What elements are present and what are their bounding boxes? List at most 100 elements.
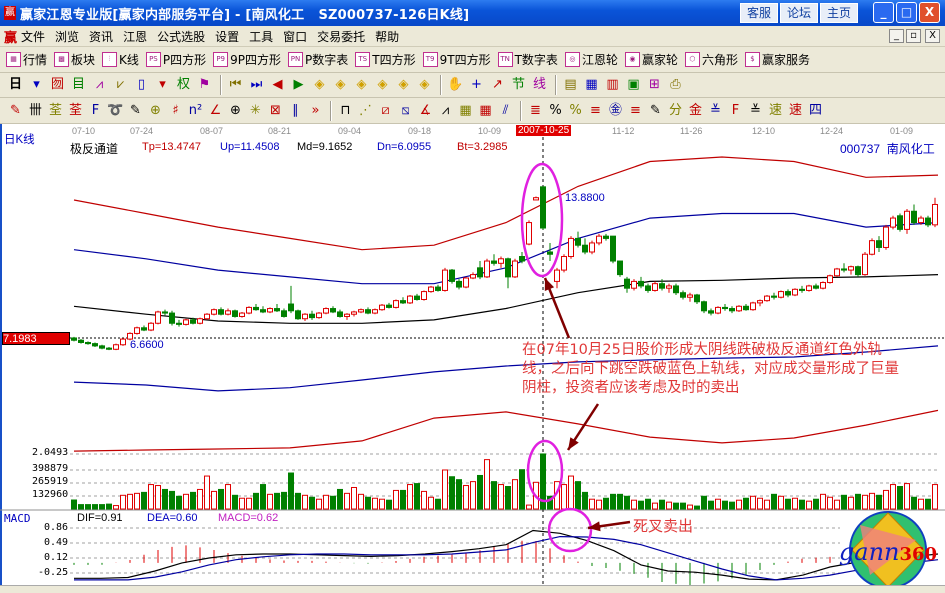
- percent-icon[interactable]: %: [569, 102, 582, 118]
- toolbar-button-gann-wheel[interactable]: ◎ 江恩轮: [564, 51, 618, 68]
- diamond-updown-icon[interactable]: ◈: [419, 77, 430, 92]
- hand-icon[interactable]: ✋: [447, 77, 464, 92]
- minimize-button[interactable]: _: [873, 2, 894, 23]
- diamond-left-icon[interactable]: ◈: [314, 77, 325, 92]
- last-icon[interactable]: ⏭: [250, 77, 263, 92]
- grid2-icon[interactable]: ▦: [479, 102, 492, 118]
- save-icon[interactable]: ▣: [627, 77, 640, 92]
- multi-kline2-icon[interactable]: ⩗: [116, 77, 125, 92]
- mdi-minimize-button[interactable]: _: [889, 29, 904, 43]
- f-angle-icon[interactable]: F: [731, 102, 740, 118]
- first-icon[interactable]: ⏮: [229, 77, 242, 92]
- toolbar-button-winner-wheel[interactable]: ◉ 赢家轮: [624, 51, 678, 68]
- gold-split2-icon[interactable]: 荃: [68, 102, 82, 118]
- ruler-icon[interactable]: ≣: [530, 102, 541, 118]
- gann-box2-icon[interactable]: ⧅: [401, 102, 410, 118]
- toolbar-button-p9[interactable]: P9 9P四方形: [213, 51, 281, 68]
- gold-circle-icon[interactable]: ㊎: [608, 102, 622, 118]
- zigzag-icon[interactable]: ⩘: [441, 102, 450, 118]
- menu-item[interactable]: 窗口: [283, 29, 308, 44]
- print-icon[interactable]: ⎙: [670, 77, 681, 92]
- mdi-restore-button[interactable]: ▫: [906, 29, 921, 43]
- list-icon[interactable]: 目: [71, 77, 85, 92]
- notes-icon[interactable]: ▥: [606, 77, 619, 92]
- right-icon[interactable]: ▶: [293, 77, 304, 92]
- hash-icon[interactable]: ♯: [172, 102, 179, 118]
- speed-icon[interactable]: 速: [768, 102, 782, 118]
- section-icon[interactable]: 节: [511, 77, 525, 92]
- gold-lines-icon[interactable]: ≡: [630, 102, 641, 118]
- angle2-icon[interactable]: ≚: [710, 102, 721, 118]
- period-dropdown-icon[interactable]: ▾: [33, 77, 40, 92]
- toolbar-button-ts[interactable]: TS T四方形: [355, 51, 416, 68]
- square-icon[interactable]: n²: [188, 102, 203, 118]
- candle-dropdown-icon[interactable]: ▾: [159, 77, 166, 92]
- diamond-right-icon[interactable]: ◈: [335, 77, 346, 92]
- period-selector[interactable]: 日: [8, 77, 22, 92]
- percent-lines-icon[interactable]: ≡: [590, 102, 601, 118]
- angle-icon[interactable]: ∠: [209, 102, 222, 118]
- toolbar-button-hexagon[interactable]: ⬡ 六角形: [684, 51, 738, 68]
- angle-lines-icon[interactable]: ∡: [419, 102, 432, 118]
- forum-button[interactable]: 论坛: [780, 3, 818, 23]
- toolbar-button-dollar[interactable]: $ 赢家服务: [744, 51, 810, 68]
- split-icon[interactable]: 分: [668, 102, 682, 118]
- toolbar-button-table[interactable]: ▦ 行情: [6, 51, 47, 68]
- network-icon[interactable]: ⊞: [649, 77, 660, 92]
- spiral-icon[interactable]: ➰: [107, 102, 124, 118]
- diagonal-icon[interactable]: ⫽: [502, 102, 509, 118]
- gold-icon[interactable]: 金: [688, 102, 702, 118]
- menu-item[interactable]: 江恩: [123, 29, 148, 44]
- percent-fan-icon[interactable]: %: [549, 102, 562, 118]
- mdi-close-button[interactable]: X: [925, 29, 940, 43]
- customer-service-button[interactable]: 客服: [740, 3, 778, 23]
- calculator-icon[interactable]: ▦: [585, 77, 598, 92]
- fan-lines-icon[interactable]: ⋰: [359, 102, 372, 118]
- homepage-button[interactable]: 主页: [820, 3, 858, 23]
- toolbar-button-pn[interactable]: PN P数字表: [288, 51, 348, 68]
- toolbar-button-kline[interactable]: ⫶ K线: [102, 51, 139, 68]
- chart-area[interactable]: [0, 124, 945, 585]
- calendar-icon[interactable]: ▤: [564, 77, 577, 92]
- pen2-icon[interactable]: ✎: [650, 102, 661, 118]
- pattern-icon[interactable]: 线: [532, 77, 546, 92]
- gold-angle-icon[interactable]: ≚: [750, 102, 761, 118]
- toolbar-button-blocks[interactable]: ▩ 板块: [54, 51, 95, 68]
- grid-lines-icon[interactable]: 卌: [28, 102, 42, 118]
- menu-item[interactable]: 工具: [249, 29, 274, 44]
- star-icon[interactable]: ✳: [250, 102, 261, 118]
- circle-icon[interactable]: ⊕: [150, 102, 161, 118]
- menu-item[interactable]: 文件: [21, 29, 46, 44]
- fibonacci-icon[interactable]: F: [91, 102, 100, 118]
- four-icon[interactable]: 四: [808, 102, 822, 118]
- menu-item[interactable]: 交易委托: [317, 29, 366, 44]
- menu-item[interactable]: 帮助: [375, 29, 400, 44]
- left-icon[interactable]: ◀: [272, 77, 283, 92]
- toolbar-button-tn[interactable]: TN T数字表: [497, 51, 558, 68]
- pen-icon[interactable]: ✎: [10, 102, 21, 118]
- candle-type-icon[interactable]: ▯: [137, 77, 146, 92]
- close-button[interactable]: X: [919, 2, 940, 23]
- diamond-cross-icon[interactable]: ◈: [398, 77, 409, 92]
- menu-item[interactable]: 浏览: [55, 29, 80, 44]
- parallel-icon[interactable]: ∥: [292, 102, 299, 118]
- crosshair-icon[interactable]: +: [471, 77, 482, 92]
- maximize-button[interactable]: □: [896, 2, 917, 23]
- diamond-shrink-icon[interactable]: ◈: [377, 77, 388, 92]
- menu-item[interactable]: 公式选股: [157, 29, 206, 44]
- gann-fan-icon[interactable]: ✎: [130, 102, 141, 118]
- frame-icon[interactable]: ⊓: [340, 102, 351, 118]
- more-icon[interactable]: »: [311, 102, 320, 118]
- target-icon[interactable]: ⊕: [230, 102, 241, 118]
- toolbar-button-ps[interactable]: PS P四方形: [145, 51, 206, 68]
- speed2-icon[interactable]: 速: [788, 102, 802, 118]
- flag-icon[interactable]: ⚑: [198, 77, 211, 92]
- diamond-expand-icon[interactable]: ◈: [356, 77, 367, 92]
- chart-style-icon[interactable]: 囫: [50, 77, 64, 92]
- weight-icon[interactable]: 权: [176, 77, 190, 92]
- multi-kline-icon[interactable]: ⩘: [95, 77, 104, 92]
- line-tool-icon[interactable]: ↗: [492, 77, 503, 92]
- grid-icon[interactable]: ▦: [459, 102, 472, 118]
- gann-box-icon[interactable]: ⧄: [381, 102, 390, 118]
